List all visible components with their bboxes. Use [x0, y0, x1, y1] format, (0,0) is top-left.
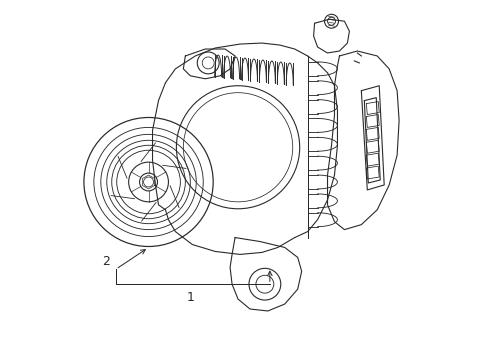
- Text: 2: 2: [102, 255, 109, 268]
- Text: 1: 1: [186, 291, 194, 303]
